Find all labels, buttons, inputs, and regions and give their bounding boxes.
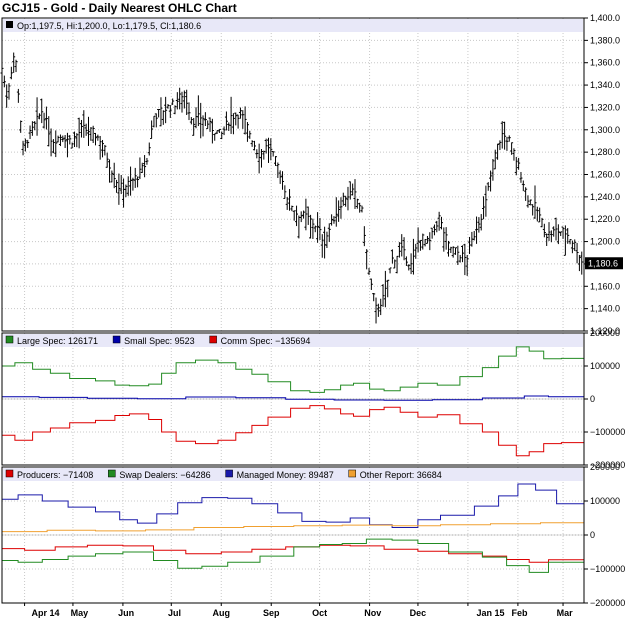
legend-marker [5, 469, 14, 478]
legend-marker [209, 335, 217, 344]
y-tick-label: 200000 [590, 462, 620, 472]
y-tick-label: −200000 [590, 598, 625, 608]
x-tick-label: Oct [312, 608, 327, 618]
legend-band [3, 468, 583, 481]
x-tick-label: Sep [263, 608, 280, 618]
x-tick-label: Aug [213, 608, 231, 618]
x-tick-label: Jun [118, 608, 134, 618]
legend-marker [5, 335, 14, 344]
y-tick-label: −100000 [590, 564, 625, 574]
y-tick-label: 1,200.0 [590, 237, 620, 247]
ohlc-legend: Op:1,197.5, Hi:1,200.0, Lo:1,179.5, Cl:1… [17, 21, 201, 31]
series-line [2, 395, 585, 401]
series-line [2, 483, 585, 528]
y-tick-label: 1,400.0 [590, 13, 620, 23]
legend-marker [225, 469, 233, 478]
x-tick-label: May [71, 608, 89, 618]
x-tick-label: Dec [410, 608, 427, 618]
y-tick-label: 1,160.0 [590, 281, 620, 291]
chart-title: GCJ15 - Gold - Daily Nearest OHLC Chart [2, 1, 237, 15]
legend-marker [348, 469, 356, 478]
last-value-box [585, 257, 623, 270]
y-tick-label: −200000 [590, 460, 625, 470]
y-tick-label: 1,140.0 [590, 304, 620, 314]
x-tick-label: Nov [364, 608, 381, 618]
series-line [2, 522, 585, 533]
legend-entry: Producers: −71408 [17, 470, 93, 480]
ohlc-series [0, 52, 584, 324]
legend-marker [112, 335, 121, 344]
y-tick-label: 1,380.0 [590, 35, 620, 45]
y-tick-label: 100000 [590, 361, 620, 371]
y-tick-label: 1,300.0 [590, 125, 620, 135]
y-tick-label: 0 [590, 394, 595, 404]
legend-marker [108, 469, 116, 478]
x-tick-label: Feb [512, 608, 529, 618]
x-tick-label: Jan 15 [476, 608, 504, 618]
x-tick-label: Jul [168, 608, 181, 618]
legend-entry: Large Spec: 126171 [17, 336, 98, 346]
legend-entry: Other Report: 36684 [360, 470, 442, 480]
y-tick-label: 200000 [590, 328, 620, 338]
y-tick-label: 1,320.0 [590, 102, 620, 112]
y-tick-label: 1,260.0 [590, 170, 620, 180]
y-tick-label: 1,280.0 [590, 147, 620, 157]
panel-frame [1, 17, 585, 332]
panel-frame [1, 466, 585, 604]
legend-band [3, 334, 583, 347]
legend-entry: Swap Dealers: −64286 [119, 470, 210, 480]
y-tick-label: 1,240.0 [590, 192, 620, 202]
series-line [2, 405, 585, 457]
legend-entry: Managed Money: 89487 [237, 470, 334, 480]
y-tick-label: 1,360.0 [590, 58, 620, 68]
legend-entry: Small Spec: 9523 [124, 336, 195, 346]
y-tick-label: 100000 [590, 496, 620, 506]
legend-marker [6, 21, 13, 28]
y-tick-label: 1,340.0 [590, 80, 620, 90]
y-tick-label: 1,120.0 [590, 326, 620, 336]
last-value-label: 1,180.6 [588, 258, 618, 268]
legend-entry: Comm Spec: −135694 [221, 336, 311, 346]
series-line [2, 544, 585, 563]
series-line [2, 346, 585, 393]
y-tick-label: −100000 [590, 427, 625, 437]
x-tick-label: Mar [557, 608, 574, 618]
legend-band [3, 19, 583, 32]
x-tick-label: Apr 14 [32, 608, 60, 618]
series-line [2, 538, 585, 573]
y-tick-label: 0 [590, 530, 595, 540]
y-tick-label: 1,220.0 [590, 214, 620, 224]
panel-frame [1, 332, 585, 466]
